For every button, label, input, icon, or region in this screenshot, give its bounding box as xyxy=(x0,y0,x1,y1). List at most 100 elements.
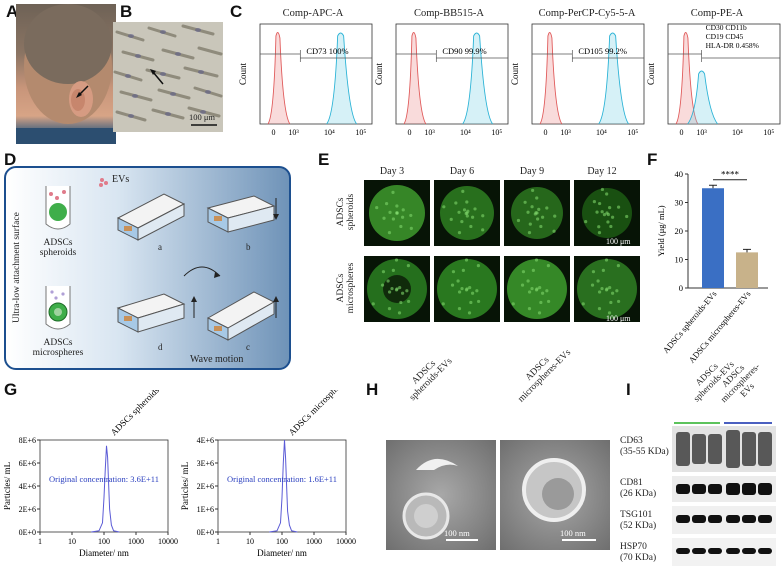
confocal-speck-r1-c2-4 xyxy=(464,211,468,216)
step-d: d xyxy=(158,342,163,352)
confocal-speck-r2-c3-5 xyxy=(530,286,534,291)
confocal-speck-r1-c4-9 xyxy=(616,205,621,209)
confocal-speck-r2-c2-17 xyxy=(464,258,469,262)
nta-xtick-label-1-4: 1000 xyxy=(128,537,144,546)
bar-1 xyxy=(702,188,724,288)
confocal-speck-r1-c4-16 xyxy=(598,201,602,206)
confocal-speck-r1-c1-2 xyxy=(399,224,403,229)
confocal-speck-r1-c2-8 xyxy=(466,209,470,213)
confocal-speck-r1-c2-2 xyxy=(469,224,473,229)
nta-xlabel-2: Diameter/ nm xyxy=(257,548,307,558)
panel-label-i: I xyxy=(626,380,631,399)
nta-ylabel-2: Particles/ mL xyxy=(180,462,190,510)
evs-legend-label: EVs xyxy=(112,174,130,185)
confocal-speck-r1-c2-3 xyxy=(457,231,462,235)
day-3-label: Day 3 xyxy=(379,166,405,177)
confocal-speck-r2-c1-8 xyxy=(406,264,410,268)
confocal-speck-r2-c4-13 xyxy=(604,288,609,292)
blot-label-hsp70: HSP70 (70 KDa) xyxy=(620,542,656,564)
nta-ytick-label-1-4: 6E+6 xyxy=(19,459,36,468)
confocal-speck-r2-c2-15 xyxy=(450,283,455,287)
flow-sample-peak-1 xyxy=(326,32,358,125)
confocal-speck-r2-c2-5 xyxy=(460,286,464,291)
confocal-speck-r2-c1-15 xyxy=(380,283,385,287)
confocal-speck-r2-c3-1 xyxy=(540,291,545,295)
confocal-speck-r1-c3-1 xyxy=(540,215,545,219)
flow-marker-line-3: HLA-DR 0.458% xyxy=(706,41,759,50)
confocal-speck-r2-c1-5 xyxy=(390,286,394,291)
confocal-speck-r2-c2-14 xyxy=(457,290,462,294)
confocal-speck-r2-c1-17 xyxy=(394,258,399,262)
nta-curve-1 xyxy=(91,445,120,533)
confocal-speck-r2-c4-9 xyxy=(608,286,612,290)
bar-ytick-label-1: 0 xyxy=(679,283,683,293)
flow-sample-peak-2 xyxy=(462,32,494,125)
confocal-speck-r2-c3-2 xyxy=(539,300,543,305)
confocal-speck-r2-c2-9 xyxy=(468,286,472,290)
ultra-low-attachment-label: Ultra-low attachment surface xyxy=(12,212,22,324)
spheroids-label: ADSCs spheroids xyxy=(39,238,77,258)
panel-label-h: H xyxy=(366,380,379,399)
confocal-speck-r1-c3-2 xyxy=(539,224,543,229)
flow-marker-3: CD105 99.2% xyxy=(578,46,627,56)
confocal-speck-r2-c2-3 xyxy=(457,307,462,311)
confocal-speck-r1-c2-11 xyxy=(481,228,485,232)
bar-significance: **** xyxy=(721,170,740,180)
confocal-speck-r2-c2-11 xyxy=(476,299,481,304)
confocal-speck-r1-c4-14 xyxy=(584,220,588,224)
blot-name-tsg101: TSG101 xyxy=(620,510,653,520)
confocal-speck-r1-c4-11 xyxy=(606,212,610,217)
confocal-speck-r1-c1-10 xyxy=(409,213,413,218)
panel-label-b: B xyxy=(120,2,133,21)
flow-marker-1: CD73 100% xyxy=(306,46,348,56)
confocal-speck-r2-c2-12 xyxy=(467,311,472,315)
confocal-speck-r2-c2-6 xyxy=(456,279,460,283)
flow-xtick-4-2: 10³ xyxy=(696,128,707,137)
confocal-speck-r1-c4-4 xyxy=(602,212,607,217)
panel-label-d: D xyxy=(4,150,17,169)
patient-photo xyxy=(16,4,116,144)
flow-control-peak-1 xyxy=(267,32,291,125)
blot-size-cd63: (35-55 KDa) xyxy=(620,447,669,457)
confocal-speck-r2-c4-3 xyxy=(597,307,602,311)
flow-xtick-1-2: 10³ xyxy=(288,128,299,137)
step-c: c xyxy=(246,342,250,352)
nta-xtick-label-1-1: 1 xyxy=(38,537,42,546)
nta-xlabel-1: Diameter/ nm xyxy=(79,548,129,558)
tem-scale-left: 100 nm xyxy=(444,528,470,538)
flow-frame-2 xyxy=(395,23,509,125)
flow-ylabel-4: Count xyxy=(646,63,656,86)
group-bar-spheroids xyxy=(674,422,720,424)
flow-xtick-3-2: 10³ xyxy=(560,128,571,137)
confocal-speck-r1-c2-1 xyxy=(470,215,475,219)
group-bar-microspheres xyxy=(724,422,772,424)
flow-control-peak-2 xyxy=(403,32,427,125)
confocal-speck-r1-c4-12 xyxy=(606,220,610,224)
bar-ytick-label-5: 40 xyxy=(675,169,684,179)
flow-xtick-3-1: 0 xyxy=(543,128,547,137)
scale-bar-label: 100 μm xyxy=(189,112,216,122)
nta-title-1: ADSCs spheroids-EVs xyxy=(109,390,175,437)
nta-svg: 1 10 100 1000 10000 0E+0 2E+6 4E+6 6E+6 8E+6 Diame… xyxy=(2,362,362,558)
diagram-graphics xyxy=(45,178,279,341)
blot-name-cd81: CD81 xyxy=(620,478,643,488)
confocal-speck-r2-c3-13 xyxy=(534,288,539,292)
flow-xtick-4-1: 0 xyxy=(679,128,683,137)
confocal-speck-r1-c3-17 xyxy=(535,196,539,200)
flow-title-2: Comp-BB515-A xyxy=(413,8,484,19)
confocal-speck-r1-c2-10 xyxy=(481,214,485,218)
nta-ytick-label-2-4: 3E+6 xyxy=(197,459,214,468)
panel-label-e: E xyxy=(318,150,330,169)
wave-motion-label: Wave motion xyxy=(190,354,244,365)
nta-title-2: ADSCs microspheres-EVs xyxy=(287,390,362,437)
confocal-speck-r2-c4-8 xyxy=(616,264,620,268)
confocal-speck-r2-c1-4 xyxy=(371,302,375,306)
step-b: b xyxy=(246,242,251,252)
panel-label-g: G xyxy=(4,380,18,399)
nta-annotation-2: Original concentration: 1.6E+11 xyxy=(227,474,337,484)
flow-xtick-4-4: 10⁵ xyxy=(763,128,774,137)
nta-xtick-label-1-5: 10000 xyxy=(158,537,178,546)
patient-head-illustration xyxy=(16,4,116,144)
confocal-speck-r2-c4-2 xyxy=(609,300,613,305)
confocal-speck-r1-c3-7 xyxy=(531,188,535,193)
